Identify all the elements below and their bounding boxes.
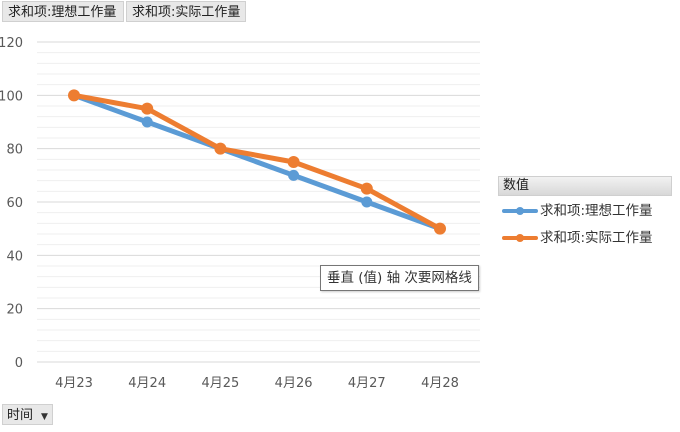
- data-point-series-1[interactable]: [288, 169, 300, 181]
- y-tick-label: 120: [0, 36, 23, 51]
- legend-item-actual[interactable]: 求和项:实际工作量: [502, 228, 653, 248]
- legend-item-ideal[interactable]: 求和项:理想工作量: [502, 201, 653, 221]
- data-point-series-2[interactable]: [360, 182, 373, 195]
- y-tick-label: 80: [6, 143, 23, 158]
- x-tick-label: 4月23: [55, 376, 93, 391]
- series-line-1[interactable]: [71, 92, 443, 232]
- x-tick-label: 4月24: [128, 376, 166, 391]
- legend-swatch-ideal: [502, 201, 538, 221]
- field-button-actual-workload[interactable]: 求和项:实际工作量: [126, 1, 246, 22]
- x-tick-label: 4月26: [275, 376, 313, 391]
- field-button-ideal-workload[interactable]: 求和项:理想工作量: [2, 1, 124, 22]
- data-point-series-2[interactable]: [141, 102, 154, 115]
- axis-field-button-time[interactable]: 时间 ▼: [2, 404, 53, 425]
- y-axis-labels: 0 20 40 60 80 100 120: [0, 36, 23, 371]
- y-tick-label: 100: [0, 89, 23, 104]
- gridline-tooltip: 垂直 (值) 轴 次要网格线: [320, 265, 479, 291]
- legend-swatch-actual: [502, 228, 538, 248]
- y-tick-label: 0: [15, 356, 23, 371]
- data-point-series-2[interactable]: [434, 222, 446, 235]
- data-point-series-1[interactable]: [361, 196, 373, 208]
- data-point-series-2[interactable]: [214, 142, 227, 155]
- legend-label-actual: 求和项:实际工作量: [540, 230, 653, 246]
- y-tick-label: 20: [6, 303, 23, 318]
- y-tick-label: 60: [6, 196, 23, 211]
- legend-title[interactable]: 数值: [498, 176, 672, 196]
- x-tick-label: 4月27: [348, 376, 386, 391]
- x-axis-labels: 4月23 4月24 4月25 4月26 4月27 4月28: [55, 376, 459, 391]
- data-point-series-2[interactable]: [287, 156, 300, 168]
- major-gridlines: [37, 41, 480, 363]
- y-tick-label: 40: [6, 249, 23, 264]
- dropdown-arrow-icon: ▼: [41, 412, 48, 422]
- x-tick-label: 4月28: [421, 376, 459, 391]
- series-group: [68, 89, 446, 235]
- data-point-series-2[interactable]: [68, 89, 80, 102]
- data-point-series-1[interactable]: [141, 116, 153, 128]
- x-tick-label: 4月25: [201, 376, 239, 391]
- series-line-2[interactable]: [71, 92, 443, 232]
- legend-label-ideal: 求和项:理想工作量: [540, 203, 653, 219]
- axis-field-label: 时间: [7, 408, 34, 423]
- minor-gridlines: [37, 52, 480, 352]
